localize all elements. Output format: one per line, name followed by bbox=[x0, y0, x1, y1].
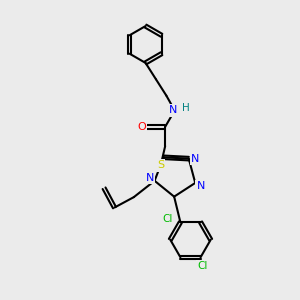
Text: Cl: Cl bbox=[163, 214, 173, 224]
Text: N: N bbox=[146, 173, 154, 183]
Text: S: S bbox=[157, 160, 164, 170]
Text: Cl: Cl bbox=[197, 261, 207, 271]
Text: N: N bbox=[169, 106, 177, 116]
Text: N: N bbox=[196, 182, 205, 191]
Text: N: N bbox=[191, 154, 200, 164]
Text: H: H bbox=[182, 103, 190, 113]
Text: O: O bbox=[137, 122, 146, 132]
